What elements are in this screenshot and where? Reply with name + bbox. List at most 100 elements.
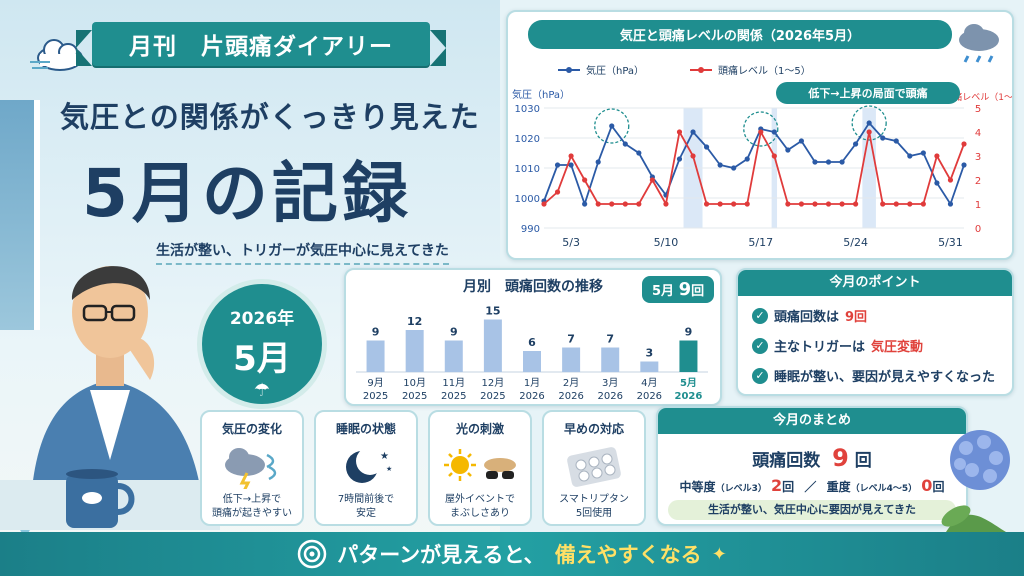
bar [640,361,659,372]
point-text: 頭痛回数は [774,310,840,325]
bar-category-month: 5月 [680,377,697,389]
storm-cloud-icon [202,441,302,493]
bar [523,351,541,372]
data-point [812,159,818,165]
summary-count-value: 9 [832,444,849,472]
mini-card-text: 屋外イベントで [445,494,515,505]
mini-card-text: まぶしさあり [450,508,510,519]
data-point [717,201,723,207]
data-point [622,141,628,147]
data-point [785,201,791,207]
data-point [771,153,777,159]
bar [405,330,424,372]
bar [483,319,502,372]
data-point [920,150,926,156]
legend-label: 気圧（hPa） [586,64,644,77]
data-point [798,138,805,144]
data-point [866,120,872,126]
legend-marker [566,67,572,73]
sun-sunglasses-icon [430,441,530,493]
mini-card-text: 5回使用 [575,508,613,519]
point-item: ✓ 頭痛回数は 9回 [752,306,867,325]
y-tick-left: 1030 [515,104,540,115]
bottom-banner: パターンが見えると、 備えやすくなる ✦ [0,532,1024,576]
point-item: ✓ 睡眠が整い、要因が見えやすくなった [752,366,995,385]
severe-unit: 回 [932,480,945,494]
bar-category-year: 2026 [558,391,583,402]
data-point [622,201,628,207]
pill-pack-icon [544,441,644,493]
x-tick-label: 5/24 [843,236,868,249]
data-point [568,153,574,159]
data-point [636,150,642,156]
bar-category-year: 2025 [480,391,505,402]
summary-count-unit: 回 [854,451,872,471]
summary-severity: 中等度（レベル3） 2回 ／ 重度（レベル4〜5） 0回 [658,476,966,495]
y-tick-left: 1010 [515,164,540,175]
data-point [893,201,899,207]
check-icon: ✓ [752,367,768,384]
bar-category-month: 11月 [442,377,465,389]
severity-separator: ／ [804,480,817,494]
bar-category-year: 2026 [597,391,622,402]
bar-category-month: 10月 [403,377,426,389]
summary-count-label: 頭痛回数 [752,451,821,471]
summary-note: 生活が整い、気圧中心に要因が見えてきた [668,500,956,520]
peak-highlight-circle [743,111,779,147]
data-point [595,159,601,165]
line-chart: 990 1000 1010 1020 1030 0 1 2 3 4 5 5/3 5/10 5/17 5/24… [512,64,1012,249]
umbrella-icon: ☂ [253,380,271,401]
moderate-unit: 回 [782,480,795,494]
bar [601,347,620,372]
headline-line2: 5月の記録 [82,155,412,232]
bar-value-label: 15 [485,305,500,318]
month-badge-year: 2026年 [229,309,295,329]
rainy-window [0,100,40,330]
data-point [582,201,588,207]
data-point [907,153,913,159]
moderate-value: 2 [771,476,783,495]
bar [562,347,581,372]
data-point [947,201,954,207]
y-axis-label-left: 気圧（hPa） [512,88,570,101]
peak-highlight-circle [851,105,887,141]
mini-card-text: スマトリプタン [559,494,629,505]
data-point [825,201,832,207]
data-point [582,177,588,183]
bar-category-year: 2026 [519,391,544,402]
data-point [541,201,547,207]
data-point [839,201,845,207]
bar-category-month: 3月 [602,377,618,389]
point-highlight: 9回 [845,310,868,325]
data-point [771,129,777,135]
data-point [758,129,764,135]
subheadline: 生活が整い、トリガーが気圧中心に見えてきた [156,240,449,265]
x-tick-label: 5/3 [562,236,580,249]
bar [366,340,385,372]
bar-callout-value: 9 [678,279,692,300]
title-ribbon: 月刊 片頭痛ダイアリー [76,22,446,66]
bar-callout-prefix: 5月 [652,284,675,299]
point-text: 主なトリガーは [774,340,866,355]
svg-text:★: ★ [386,465,392,473]
bar [679,340,698,372]
bar-value-label: 9 [450,326,458,339]
y-axis-label-right: 頭痛レベル（1〜5） [944,91,1012,103]
target-icon [297,539,327,569]
peak-highlight-circle [594,108,630,144]
mini-card-title: 気圧の変化 [221,422,282,436]
annotation-pill [776,82,960,104]
y-tick-left: 1020 [515,134,540,145]
bar-category-year: 2025 [402,391,427,402]
bar-category-year: 2026 [637,391,662,402]
mini-card-title: 早めの対応 [563,422,624,436]
bar-value-label: 7 [606,333,614,346]
y-tick-left: 990 [521,224,540,235]
moderate-note: （レベル3） [715,484,767,494]
data-point [744,156,750,162]
severe-label: 重度 [826,480,851,494]
y-tick-right: 0 [975,224,981,235]
data-point [934,180,940,186]
bar-value-label: 7 [567,333,575,346]
data-point [866,129,872,135]
